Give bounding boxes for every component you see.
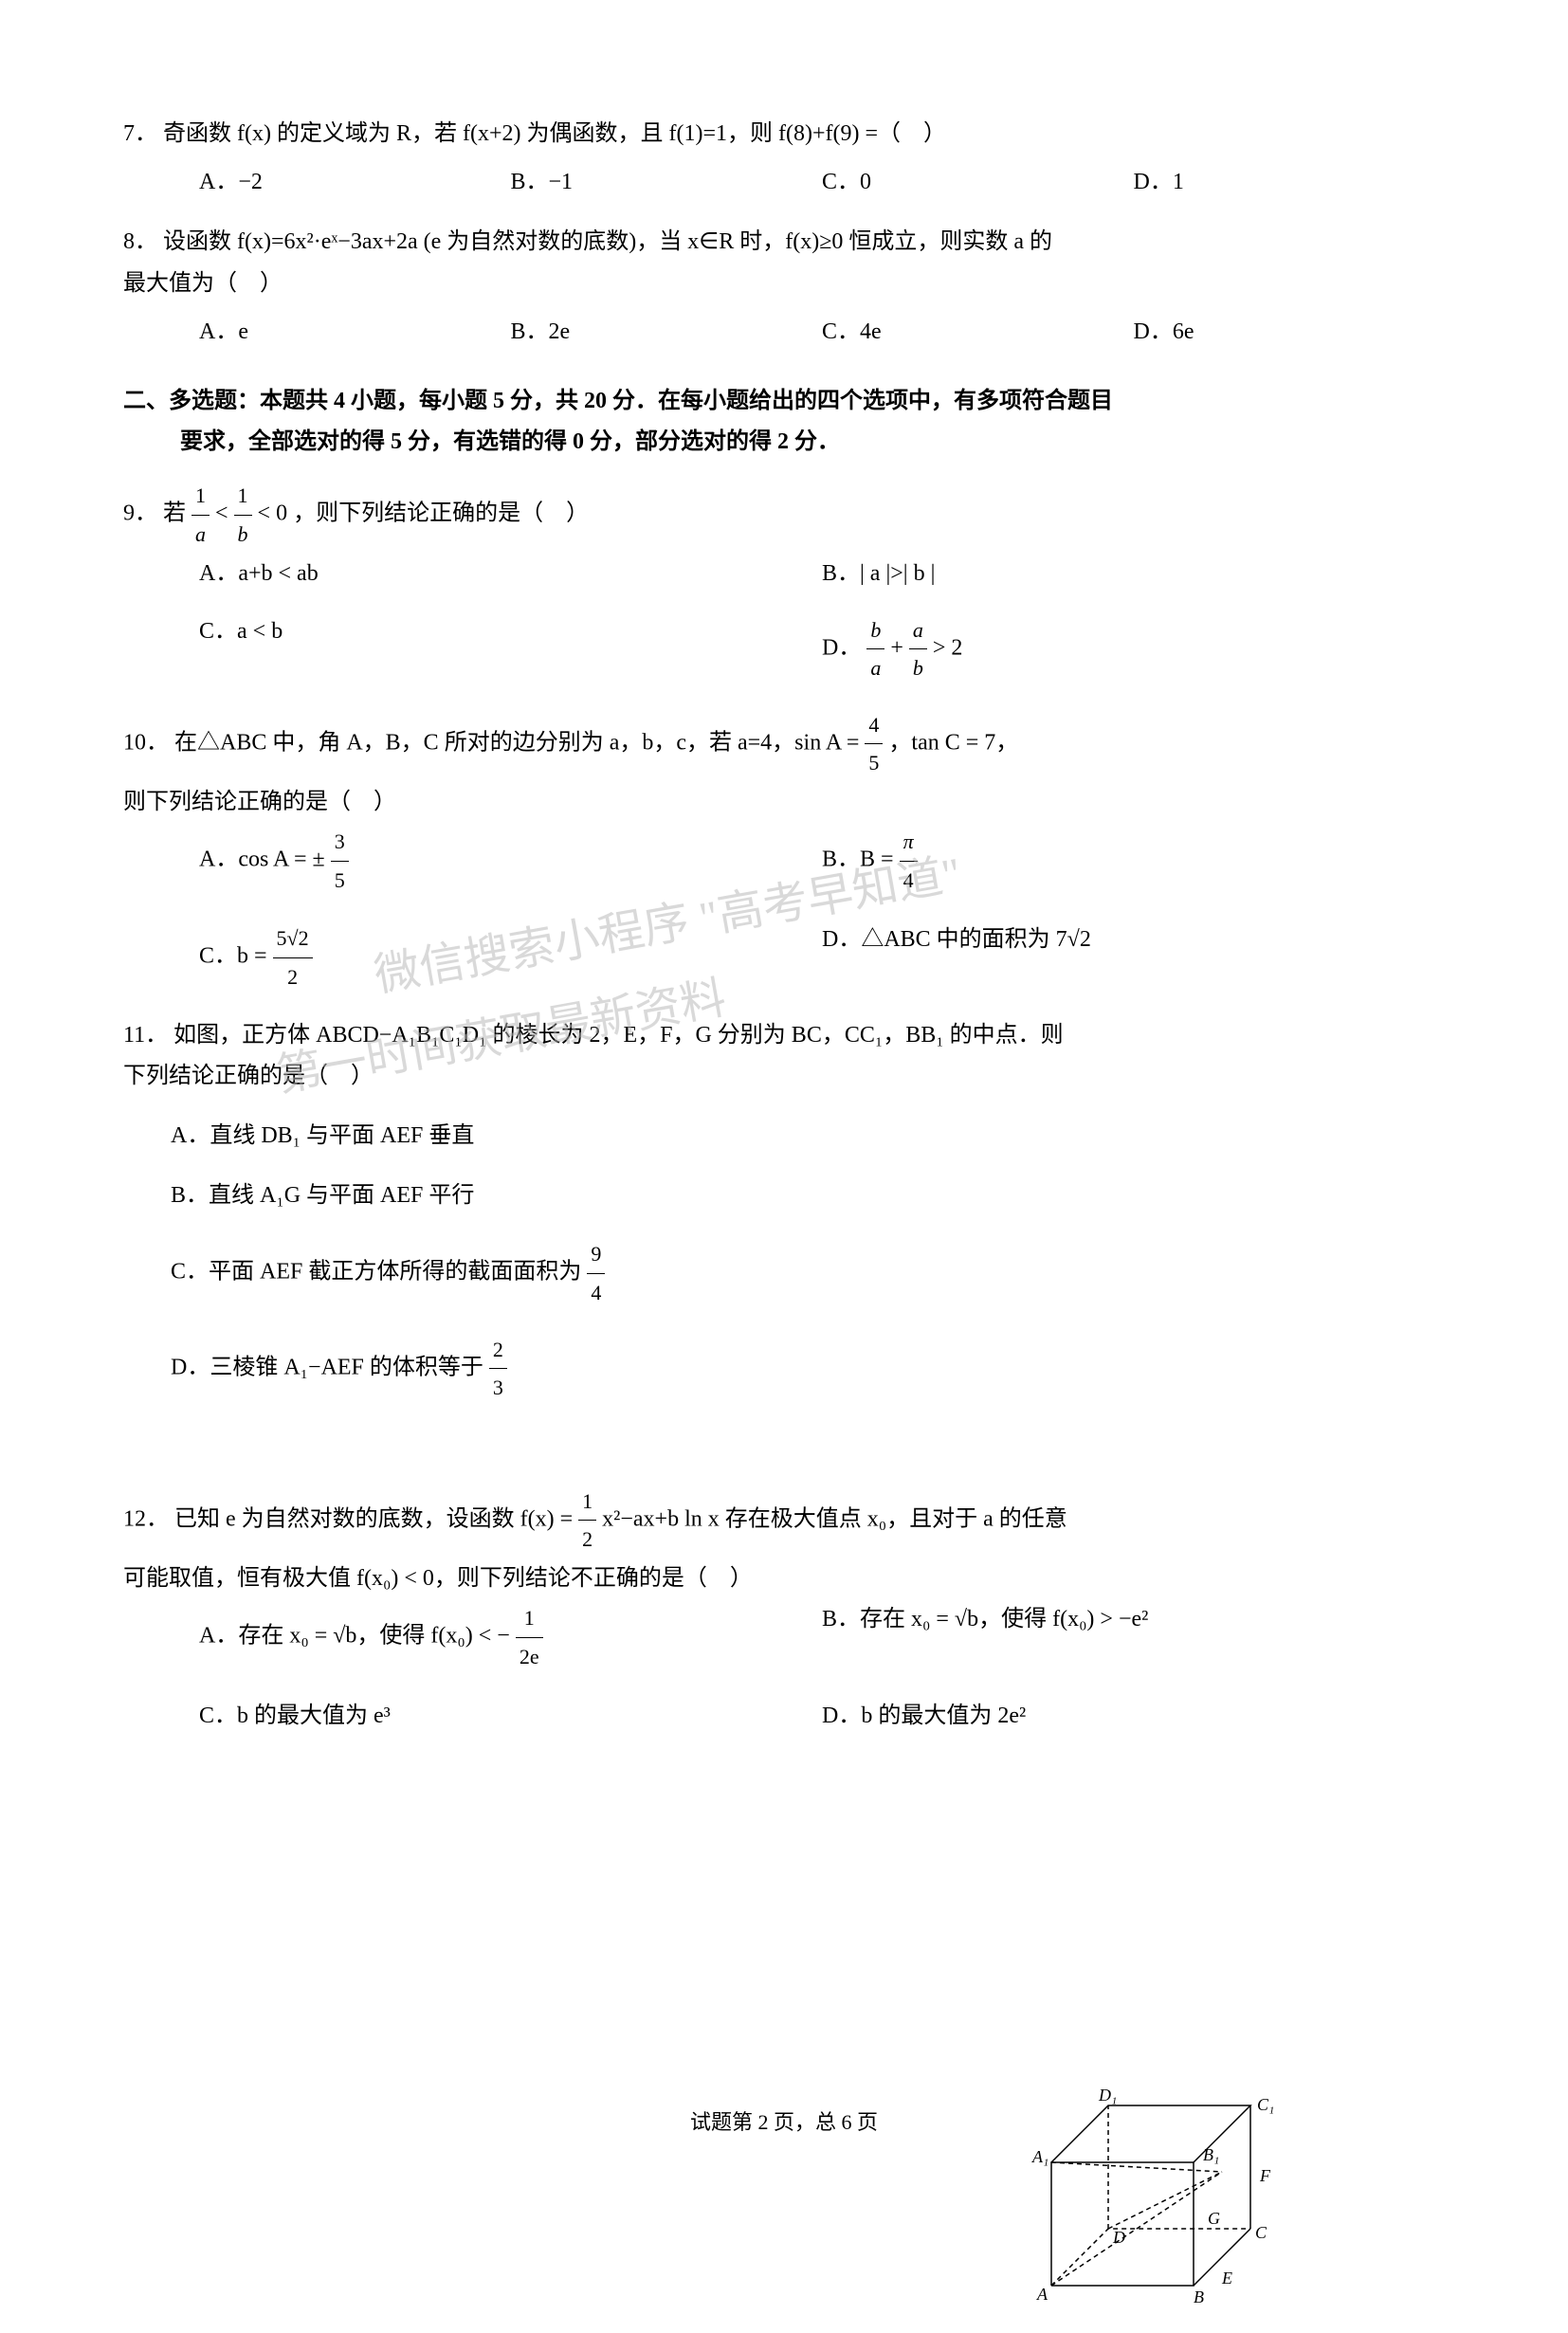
q8-text: 设函数 f(x)=6x²·eˣ−3ax+2a (e 为自然对数的底数)，当 x∈… [163, 229, 1052, 254]
cube-label-A: A [1036, 2285, 1048, 2304]
frac-1-b: 1b [234, 477, 252, 553]
q11-opt-b: B．直线 A₁G 与平面 AEF 平行 [171, 1176, 929, 1216]
cube-label-A1: A₁ [1031, 2147, 1048, 2166]
question-12: 12． 已知 e 为自然对数的底数，设函数 f(x) = 12 x²−ax+b … [123, 1483, 1445, 1738]
cube-label-B: B [1194, 2287, 1204, 2306]
cube-label-C: C [1255, 2223, 1267, 2242]
q7-text: 奇函数 f(x) 的定义域为 R，若 f(x+2) 为偶函数，且 f(1)=1，… [163, 121, 946, 146]
question-10: 10． 在△ABC 中，角 A，B，C 所对的边分别为 a，b，c，若 a=4，… [123, 706, 1445, 996]
q10-text2: 则下列结论正确的是（ ） [123, 782, 1445, 823]
q10-opt-b: B．B = π4 [822, 823, 1445, 899]
q8-options: A．e B．2e C．4e D．6e [199, 312, 1445, 353]
q7-opt-b: B．−1 [511, 162, 823, 203]
section-2-header: 二、多选题：本题共 4 小题，每小题 5 分，共 20 分．在每小题给出的四个选… [123, 381, 1445, 463]
q9-num: 9． [123, 501, 157, 526]
q12-text2: 可能取值，恒有极大值 f(x₀) < 0，则下列结论不正确的是（ ） [123, 1558, 1445, 1599]
cube-label-G: G [1208, 2209, 1220, 2228]
q9-pre: 若 [163, 501, 191, 526]
q10-opt-d: D．△ABC 中的面积为 7√2 [822, 920, 1445, 995]
question-11: 11． 如图，正方体 ABCD−A₁B₁C₁D₁ 的棱长为 2，E，F，G 分别… [123, 1015, 1445, 1407]
question-9: 9． 若 1a < 1b < 0 ，则下列结论正确的是（ ） A．a+b < a… [123, 477, 1445, 687]
cube-label-E: E [1221, 2269, 1232, 2287]
section-2-title: 二、多选题：本题共 4 小题，每小题 5 分，共 20 分．在每小题给出的四个选… [123, 381, 1445, 422]
q7-opt-c: C．0 [822, 162, 1134, 203]
q8-text2: 最大值为（ ） [123, 264, 1445, 304]
q11-num: 11． [123, 1023, 168, 1048]
question-7: 7． 奇函数 f(x) 的定义域为 R，若 f(x+2) 为偶函数，且 f(1)… [123, 114, 1445, 203]
cube-label-D1: D₁ [1098, 2087, 1117, 2105]
q10-num: 10． [123, 730, 169, 755]
q11-text2: 下列结论正确的是（ ） [123, 1056, 1445, 1097]
q10-opt-c: C．b = 5√22 [199, 920, 822, 995]
cube-label-D: D [1112, 2228, 1125, 2247]
q8-opt-b: B．2e [511, 312, 823, 353]
q10-options: A．cos A = ± 35 B．B = π4 C．b = 5√22 D．△AB… [199, 823, 1445, 995]
q11-opt-a: A．直线 DB₁ 与平面 AEF 垂直 [171, 1116, 929, 1157]
q9-opt-a: A．a+b < ab [199, 554, 822, 594]
q12-num: 12． [123, 1506, 169, 1531]
q10-opt-a: A．cos A = ± 35 [199, 823, 822, 899]
q12-pre: 已知 e 为自然对数的底数，设函数 f(x) = [174, 1506, 578, 1531]
q9-opt-c: C．a < b [199, 611, 822, 687]
q8-opt-a: A．e [199, 312, 511, 353]
question-8: 8． 设函数 f(x)=6x²·eˣ−3ax+2a (e 为自然对数的底数)，当… [123, 222, 1445, 353]
q12-opt-d: D．b 的最大值为 2e² [822, 1696, 1445, 1737]
q8-num: 8． [123, 229, 157, 254]
q9-post: ，则下列结论正确的是（ ） [293, 501, 589, 526]
q8-opt-d: D．6e [1134, 312, 1446, 353]
cube-label-B1: B₁ [1203, 2145, 1219, 2164]
q7-opt-d: D．1 [1134, 162, 1446, 203]
q8-opt-c: C．4e [822, 312, 1134, 353]
q9-opt-d: D． ba + ab > 2 [822, 611, 1445, 687]
q7-num: 7． [123, 121, 157, 146]
q12-options: A．存在 x₀ = √b，使得 f(x₀) < − 12e B．存在 x₀ = … [199, 1599, 1445, 1737]
q12-opt-b: B．存在 x₀ = √b，使得 f(x₀) > −e² [822, 1599, 1445, 1675]
q11-opt-c: C．平面 AEF 截正方体所得的截面面积为 94 [171, 1235, 929, 1311]
q10-text: 在△ABC 中，角 A，B，C 所对的边分别为 a，b，c，若 a=4，sin … [174, 730, 865, 755]
page-footer: 试题第 2 页，总 6 页 [0, 2104, 1568, 2142]
q11-text: 如图，正方体 ABCD−A₁B₁C₁D₁ 的棱长为 2，E，F，G 分别为 BC… [173, 1023, 1063, 1048]
cube-label-F: F [1259, 2166, 1271, 2185]
section-2-sub: 要求，全部选对的得 5 分，有选错的得 0 分，部分选对的得 2 分． [180, 422, 1445, 463]
q7-opt-a: A．−2 [199, 162, 511, 203]
q11-options: A．直线 DB₁ 与平面 AEF 垂直 B．直线 A₁G 与平面 AEF 平行 … [171, 1116, 929, 1407]
q9-options: A．a+b < ab B．| a |>| b | C．a < b D． ba +… [199, 554, 1445, 687]
q12-opt-a: A．存在 x₀ = √b，使得 f(x₀) < − 12e [199, 1599, 822, 1675]
q11-opt-d: D．三棱锥 A₁−AEF 的体积等于 23 [171, 1331, 929, 1407]
q10-post: ，tan C = 7， [888, 730, 1018, 755]
q12-opt-c: C．b 的最大值为 e³ [199, 1696, 822, 1737]
frac-1-a: 1a [191, 477, 210, 553]
q12-post: x²−ax+b ln x 存在极大值点 x₀，且对于 a 的任意 [602, 1506, 1067, 1531]
q7-options: A．−2 B．−1 C．0 D．1 [199, 162, 1445, 203]
q9-opt-b: B．| a |>| b | [822, 554, 1445, 594]
